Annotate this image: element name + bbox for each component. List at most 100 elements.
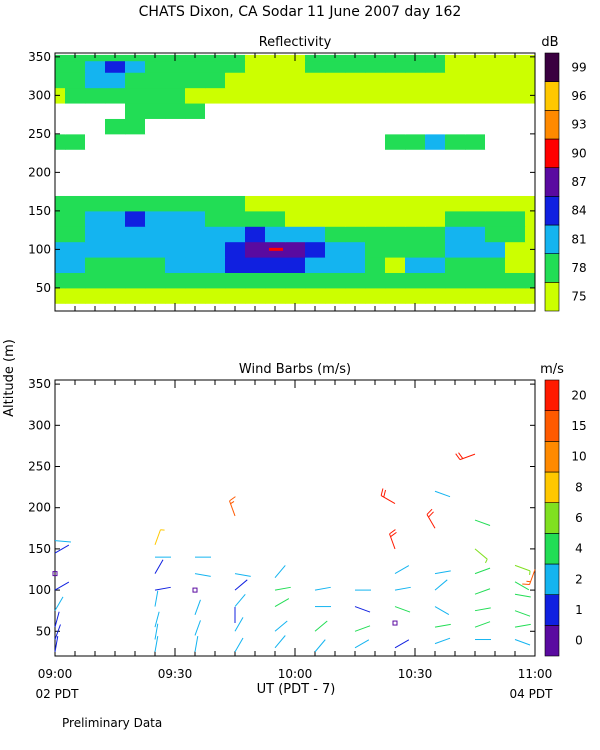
- heatmap-cell: [245, 60, 266, 73]
- colorbar-swatch: [544, 138, 560, 168]
- heatmap-cell: [485, 210, 506, 227]
- heatmap-cell: [205, 210, 226, 227]
- heatmap-cell: [485, 133, 506, 150]
- heatmap-cell: [305, 180, 326, 196]
- colorbar-swatch: [544, 594, 560, 626]
- y-tick-label: 300: [28, 88, 51, 102]
- heatmap-cell: [385, 118, 406, 135]
- heatmap-cell: [505, 180, 526, 196]
- heatmap-cell: [245, 226, 266, 243]
- wind-barb: [514, 593, 531, 598]
- heatmap-cell: [385, 164, 406, 181]
- heatmap-cell: [85, 195, 106, 212]
- heatmap-cell: [185, 180, 206, 196]
- heatmap-cell: [55, 210, 66, 227]
- x-left-note: 02 PDT: [36, 687, 80, 701]
- heatmap-cell: [525, 195, 536, 212]
- heatmap-cell: [425, 149, 446, 166]
- wind-barb: [434, 579, 448, 591]
- heatmap-cell: [285, 257, 306, 273]
- heatmap-cell: [65, 272, 86, 289]
- heatmap-cell: [55, 164, 66, 181]
- heatmap-cell: [345, 60, 366, 73]
- wind-barb: [154, 611, 160, 628]
- heatmap-cell: [165, 149, 186, 166]
- heatmap-cell: [465, 210, 486, 227]
- wind-barb: [54, 581, 70, 591]
- heatmap-cell: [205, 195, 226, 212]
- heatmap-cell: [525, 257, 536, 273]
- colorbar-swatch: [544, 282, 560, 312]
- heatmap-cell: [55, 272, 66, 289]
- wind-colorbar: m/s 0 1 2 4 6 8 10 15 20: [540, 362, 587, 657]
- heatmap-cell: [325, 195, 346, 212]
- heatmap-cell: [205, 226, 226, 243]
- heatmap-cell: [285, 272, 306, 289]
- heatmap-cell: [525, 180, 536, 196]
- heatmap-cell: [205, 118, 226, 135]
- wind-barb-marks: [52, 452, 536, 653]
- heatmap-cell: [165, 60, 186, 73]
- y-axis-label: Altitude (m): [2, 339, 17, 417]
- heatmap-cell: [165, 118, 186, 135]
- heatmap-cell: [365, 103, 386, 119]
- heatmap-cell: [445, 72, 466, 89]
- wind-barb: [274, 598, 290, 608]
- wind-barb: [54, 624, 61, 640]
- heatmap-cell: [425, 195, 446, 212]
- heatmap-cell: [325, 257, 346, 273]
- heatmap-cell: [485, 272, 506, 289]
- colorbar-swatch: [544, 81, 560, 111]
- heatmap-cell: [365, 72, 386, 89]
- heatmap-cell: [65, 118, 86, 135]
- heatmap-cell: [405, 164, 426, 181]
- heatmap-cell: [205, 60, 226, 73]
- heatmap-cell: [55, 241, 66, 258]
- colorbar-label: 2: [575, 572, 583, 586]
- heatmap-cell: [365, 272, 386, 289]
- heatmap-cell: [225, 241, 246, 258]
- heatmap-cell: [385, 133, 406, 150]
- heatmap-cell: [245, 164, 266, 181]
- wind-barb: [274, 565, 286, 579]
- wind-barb: [434, 606, 450, 616]
- heatmap-cell: [105, 133, 126, 150]
- heatmap-cell: [445, 257, 466, 273]
- heatmap-cell: [345, 226, 366, 243]
- heatmap-cell: [525, 54, 536, 62]
- wind-barb: [154, 586, 171, 591]
- heatmap-cell: [65, 87, 86, 104]
- heatmap-cell: [65, 164, 86, 181]
- heatmap-cell: [365, 164, 386, 181]
- heatmap-cell: [65, 133, 86, 150]
- wind-barb: [234, 637, 244, 653]
- heatmap-cell: [145, 195, 166, 212]
- heatmap-cell: [485, 72, 506, 89]
- reflectivity-colorbar-unit: dB: [541, 35, 558, 50]
- heatmap-cell: [305, 87, 326, 104]
- colorbar-swatch: [544, 196, 560, 226]
- heatmap-cell: [245, 210, 266, 227]
- heatmap-cell: [65, 226, 86, 243]
- heatmap-cell: [345, 287, 366, 304]
- heatmap-cell: [505, 72, 526, 89]
- heatmap-cell: [405, 118, 426, 135]
- heatmap-cell: [105, 87, 126, 104]
- heatmap-cell: [325, 164, 346, 181]
- y-tick-label: 300: [28, 418, 51, 432]
- heatmap-cell: [145, 164, 166, 181]
- heatmap-cell: [55, 257, 66, 273]
- heatmap-cell: [225, 54, 246, 62]
- wind-barb: [389, 529, 397, 550]
- heatmap-cell: [485, 287, 506, 304]
- wind-barb: [314, 620, 328, 632]
- heatmap-cell: [445, 180, 466, 196]
- wind-barb: [394, 606, 411, 613]
- heatmap-cell: [465, 60, 486, 73]
- heatmap-cell: [365, 287, 386, 304]
- wind-barb: [194, 573, 211, 577]
- heatmap-cell: [365, 241, 386, 258]
- wind-barb: [394, 565, 410, 575]
- heatmap-cell: [245, 87, 266, 104]
